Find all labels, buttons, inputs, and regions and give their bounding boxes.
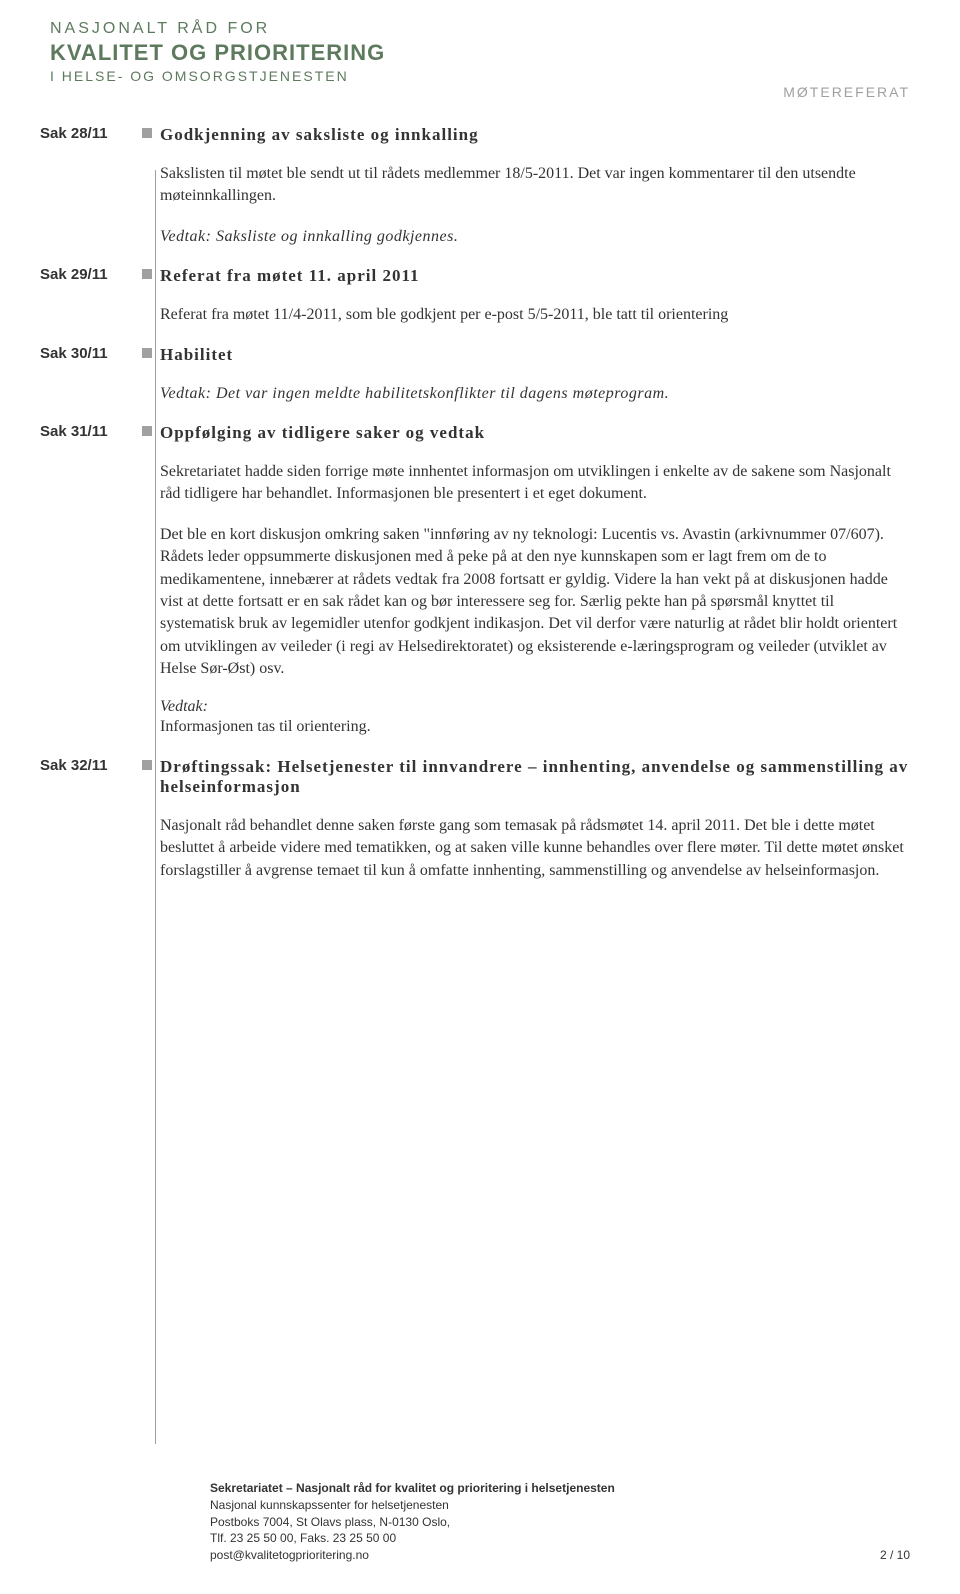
- sak-32-section: Sak 32/11 Drøftingssak: Helsetjenester t…: [160, 757, 910, 882]
- sak-29-heading: Referat fra møtet 11. april 2011: [160, 266, 910, 286]
- page-number: 2 / 10: [880, 1547, 910, 1564]
- sak-32-label: Sak 32/11: [40, 757, 108, 774]
- sak-30-label: Sak 30/11: [40, 345, 108, 362]
- bullet-icon: [142, 348, 152, 358]
- footer-email: post@kvalitetogprioritering.no: [210, 1548, 369, 1562]
- sak-31-label: Sak 31/11: [40, 423, 108, 440]
- footer-line2: Postboks 7004, St Olavs plass, N-0130 Os…: [210, 1514, 910, 1531]
- sak-29-label: Sak 29/11: [40, 266, 108, 283]
- document-type-label: MØTEREFERAT: [50, 84, 910, 100]
- sak-31-vedtak-block: Vedtak: Informasjonen tas til orienterin…: [160, 698, 910, 738]
- sak-30-section: Sak 30/11 Habilitet Vedtak: Det var inge…: [160, 345, 910, 405]
- logo-line3: I HELSE- OG OMSORGSTJENESTEN: [50, 68, 910, 84]
- sak-30-heading: Habilitet: [160, 345, 910, 365]
- sak-28-vedtak: Vedtak: Saksliste og innkalling godkjenn…: [160, 226, 910, 248]
- sak-31-heading: Oppfølging av tidligere saker og vedtak: [160, 423, 910, 443]
- sak-28-body: Sakslisten til møtet ble sendt ut til rå…: [160, 163, 910, 208]
- sak-29-body: Referat fra møtet 11/4-2011, som ble god…: [160, 304, 910, 326]
- footer-title: Sekretariatet – Nasjonalt råd for kvalit…: [210, 1480, 910, 1497]
- sak-30-vedtak: Vedtak: Det var ingen meldte habilitetsk…: [160, 383, 910, 405]
- content-area: Sak 28/11 Godkjenning av saksliste og in…: [160, 125, 910, 882]
- logo-line1: NASJONALT RÅD FOR: [50, 20, 910, 38]
- sak-31-body2: Det ble en kort diskusjon omkring saken …: [160, 524, 910, 681]
- sak-31-body1: Sekretariatet hadde siden forrige møte i…: [160, 461, 910, 506]
- sak-29-section: Sak 29/11 Referat fra møtet 11. april 20…: [160, 266, 910, 326]
- vertical-divider: [155, 170, 156, 1444]
- sak-28-heading: Godkjenning av saksliste og innkalling: [160, 125, 910, 145]
- sak-28-label: Sak 28/11: [40, 125, 108, 142]
- sak-31-vedtak-label: Vedtak:: [160, 698, 910, 716]
- logo-line2: KVALITET OG PRIORITERING: [50, 40, 910, 66]
- sak-31-section: Sak 31/11 Oppfølging av tidligere saker …: [160, 423, 910, 739]
- bullet-icon: [142, 269, 152, 279]
- sak-31-vedtak-text: Informasjonen tas til orientering.: [160, 716, 910, 738]
- page-footer: Sekretariatet – Nasjonalt råd for kvalit…: [210, 1480, 910, 1564]
- sak-32-heading: Drøftingssak: Helsetjenester til innvand…: [160, 757, 910, 797]
- sak-32-body: Nasjonalt råd behandlet denne saken førs…: [160, 815, 910, 882]
- bullet-icon: [142, 760, 152, 770]
- footer-line3: Tlf. 23 25 50 00, Faks. 23 25 50 00: [210, 1530, 910, 1547]
- bullet-icon: [142, 426, 152, 436]
- logo-header: NASJONALT RÅD FOR KVALITET OG PRIORITERI…: [50, 20, 910, 84]
- sak-28-section: Sak 28/11 Godkjenning av saksliste og in…: [160, 125, 910, 248]
- bullet-icon: [142, 128, 152, 138]
- footer-line1: Nasjonal kunnskapssenter for helsetjenes…: [210, 1497, 910, 1514]
